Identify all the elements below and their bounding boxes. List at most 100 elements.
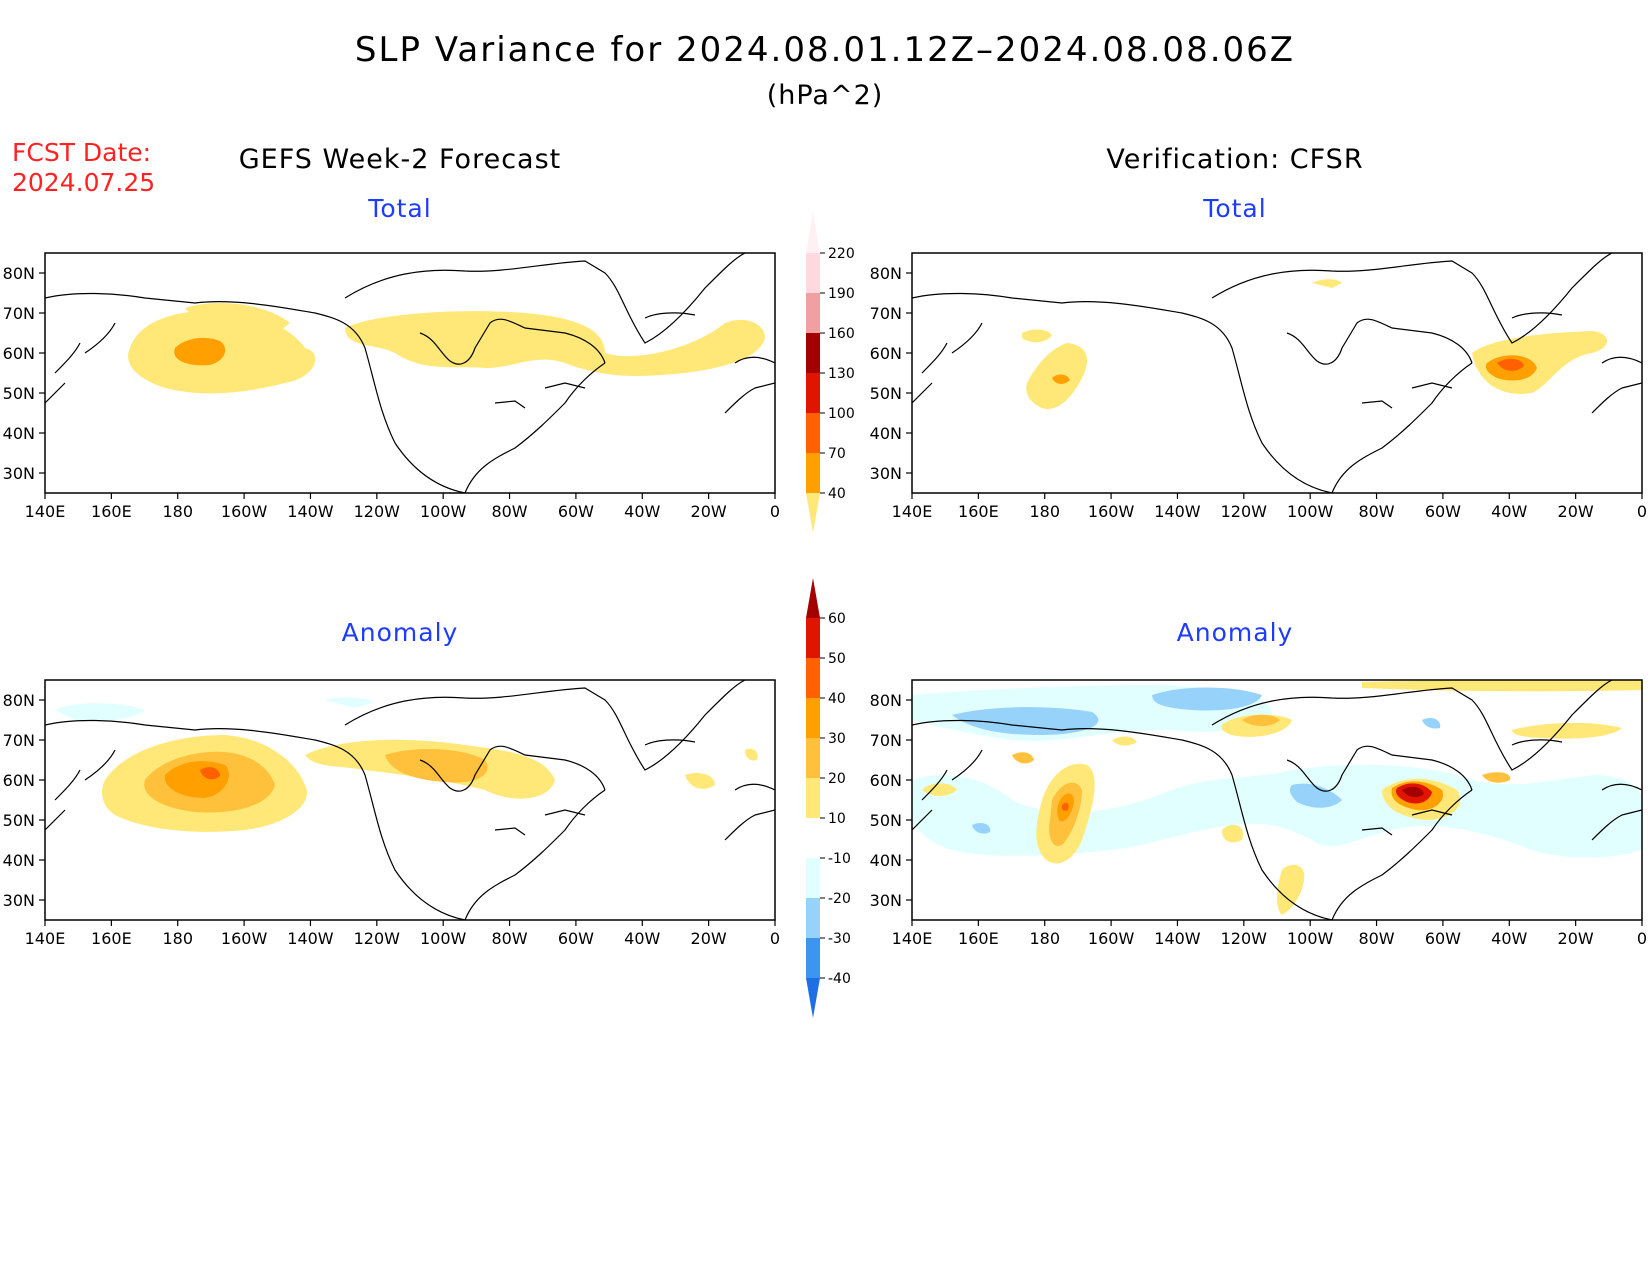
lat-label: 50N (3, 811, 35, 830)
colorbar-swatch (806, 453, 820, 493)
lat-label: 80N (3, 264, 35, 283)
map-panel-forecast-anomaly (44, 679, 776, 921)
lat-label: 30N (3, 464, 35, 483)
lon-label: 160W (221, 502, 268, 521)
colorbar-swatch (806, 618, 820, 658)
fcst-date-block: FCST Date: 2024.07.25 (12, 138, 155, 198)
shaded-field (1022, 279, 1607, 409)
coastlines (912, 680, 1642, 920)
lon-label: 100W (1287, 929, 1334, 948)
total-colorbar: 40 70 100 130 160 190 220 (806, 213, 855, 533)
lon-label: 40W (624, 929, 660, 948)
map-panel-verification-total (911, 252, 1643, 494)
lon-label: 20W (1558, 929, 1594, 948)
map-panel-forecast-total (44, 252, 776, 494)
lon-label: 60W (558, 502, 594, 521)
lat-label: 60N (3, 344, 35, 363)
colorbar-swatch (806, 738, 820, 778)
map-frame (44, 252, 776, 494)
lon-label: 180 (162, 502, 193, 521)
lon-label: 60W (1425, 502, 1461, 521)
colorbar-swatch (806, 253, 820, 293)
lat-label: 70N (3, 731, 35, 750)
lon-label: 180 (162, 929, 193, 948)
lon-label: 140E (25, 929, 66, 948)
lat-label: 30N (870, 464, 902, 483)
colorbar-swatch (806, 938, 820, 978)
units-subtitle: (hPa^2) (766, 80, 884, 111)
lon-label: 40W (624, 502, 660, 521)
anomaly-colorbar: -40 -30 -20 -10 10 20 30 40 50 60 (806, 578, 851, 1018)
map-frame (911, 252, 1643, 494)
colorbar-swatch (806, 778, 820, 818)
lon-label: 0 (770, 929, 780, 948)
lat-label: 40N (3, 424, 35, 443)
lon-label: 120W (1221, 502, 1268, 521)
colorbar-label: 10 (828, 811, 846, 827)
lon-label: 160W (1088, 929, 1135, 948)
forecast-anomaly-title: Anomaly (341, 618, 459, 647)
lon-label: 140E (892, 929, 933, 948)
lon-label: 80W (491, 502, 527, 521)
lat-label: 80N (870, 691, 902, 710)
lon-label: 100W (420, 502, 467, 521)
lat-label: 50N (870, 811, 902, 830)
colorbar-label: 220 (828, 246, 855, 262)
verification-anomaly-title: Anomaly (1176, 618, 1294, 647)
colorbar-label: 60 (828, 611, 846, 627)
colorbar-label: 50 (828, 651, 846, 667)
lon-label: 140W (1154, 929, 1201, 948)
lat-label: 60N (3, 771, 35, 790)
lon-label: 60W (1425, 929, 1461, 948)
lon-label: 140W (287, 929, 334, 948)
lon-label: 180 (1029, 929, 1060, 948)
lon-label: 160E (91, 929, 132, 948)
colorbar-swatch (806, 293, 820, 333)
colorbar-swatch (806, 493, 820, 533)
colorbar-label: 20 (828, 771, 846, 787)
shaded-field (128, 303, 765, 394)
colorbar-label: 130 (828, 366, 855, 382)
lon-label: 120W (1221, 929, 1268, 948)
forecast-column-title: GEFS Week-2 Forecast (238, 144, 562, 175)
fcst-date-label: FCST Date: (12, 138, 152, 167)
lon-label: 40W (1491, 929, 1527, 948)
lat-label: 40N (870, 424, 902, 443)
lon-label: 160W (221, 929, 268, 948)
lon-label: 40W (1491, 502, 1527, 521)
lon-label: 100W (1287, 502, 1334, 521)
lon-label: 160E (958, 502, 999, 521)
lon-label: 80W (1358, 502, 1394, 521)
colorbar-label: -20 (828, 891, 851, 907)
map-frame (911, 679, 1643, 921)
lon-label: 140E (892, 502, 933, 521)
lat-label: 80N (3, 691, 35, 710)
lat-label: 40N (3, 851, 35, 870)
lat-label: 50N (870, 384, 902, 403)
colorbar-label: 190 (828, 286, 855, 302)
lat-label: 40N (870, 851, 902, 870)
colorbar-swatch (806, 413, 820, 453)
fcst-date-value: 2024.07.25 (12, 168, 156, 197)
forecast-total-title: Total (368, 194, 432, 223)
verification-total-title: Total (1203, 194, 1267, 223)
colorbar-swatch (806, 658, 820, 698)
axis-labels-layer: 80N 70N 60N 50N 40N 30N 140E 160E 180 160W 140W 120… (3, 264, 1647, 948)
lat-label: 70N (870, 731, 902, 750)
colorbar-label: -10 (828, 851, 851, 867)
colorbar-label: 160 (828, 326, 855, 342)
colorbar-label: 30 (828, 731, 846, 747)
coastlines (45, 680, 775, 920)
lon-label: 20W (691, 929, 727, 948)
lon-label: 120W (354, 929, 401, 948)
lat-label: 70N (3, 304, 35, 323)
lat-label: 60N (870, 344, 902, 363)
main-title: SLP Variance for 2024.08.01.12Z–2024.08.… (354, 30, 1296, 70)
colorbar-label: 40 (828, 691, 846, 707)
lon-label: 20W (1558, 502, 1594, 521)
lat-label: 80N (870, 264, 902, 283)
colorbar-swatch (806, 213, 820, 253)
lon-label: 20W (691, 502, 727, 521)
colorbar-label: 70 (828, 446, 846, 462)
lat-label: 30N (3, 891, 35, 910)
